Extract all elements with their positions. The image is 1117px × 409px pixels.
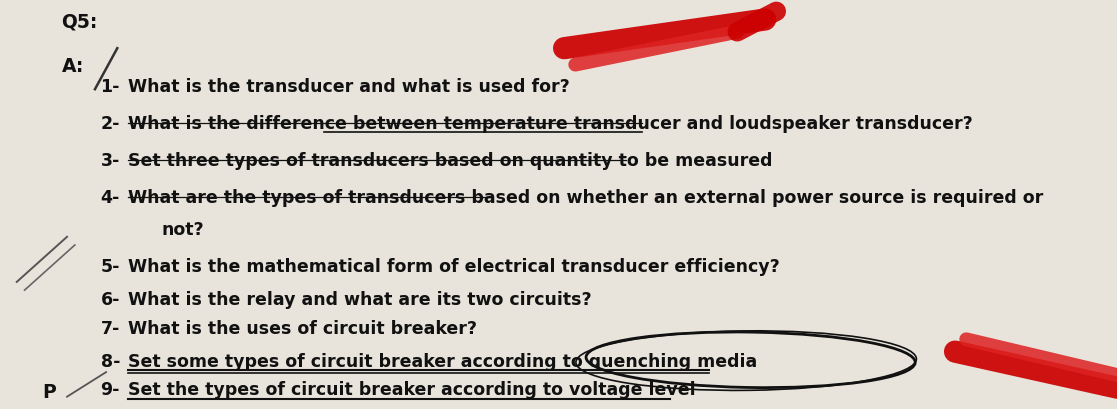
Text: What is the transducer and what is used for?: What is the transducer and what is used … <box>128 78 570 96</box>
Text: Set the types of circuit breaker according to voltage level: Set the types of circuit breaker accordi… <box>128 380 696 398</box>
Text: What is the mathematical form of electrical transducer efficiency?: What is the mathematical form of electri… <box>128 258 780 276</box>
Text: P: P <box>42 382 56 401</box>
Text: not?: not? <box>162 221 204 239</box>
Text: 7-: 7- <box>101 319 120 337</box>
Text: Set some types of circuit breaker according to quenching media: Set some types of circuit breaker accord… <box>128 352 757 370</box>
Text: 3-: 3- <box>101 151 120 169</box>
Text: 8-: 8- <box>101 352 120 370</box>
Text: What is the uses of circuit breaker?: What is the uses of circuit breaker? <box>128 319 477 337</box>
Text: 2-: 2- <box>101 115 120 133</box>
Text: What are the types of transducers based on whether an external power source is r: What are the types of transducers based … <box>128 188 1043 206</box>
Text: 9-: 9- <box>101 380 120 398</box>
Text: 6-: 6- <box>101 290 120 308</box>
Text: What is the difference between temperature transducer and loudspeaker transducer: What is the difference between temperatu… <box>128 115 973 133</box>
Text: 4-: 4- <box>101 188 120 206</box>
Text: What is the relay and what are its two circuits?: What is the relay and what are its two c… <box>128 290 592 308</box>
Text: A:: A: <box>61 57 84 76</box>
Text: Set three types of transducers based on quantity to be measured: Set three types of transducers based on … <box>128 151 773 169</box>
Text: Q5:: Q5: <box>61 12 98 31</box>
Text: 5-: 5- <box>101 258 120 276</box>
Text: 1-: 1- <box>101 78 120 96</box>
